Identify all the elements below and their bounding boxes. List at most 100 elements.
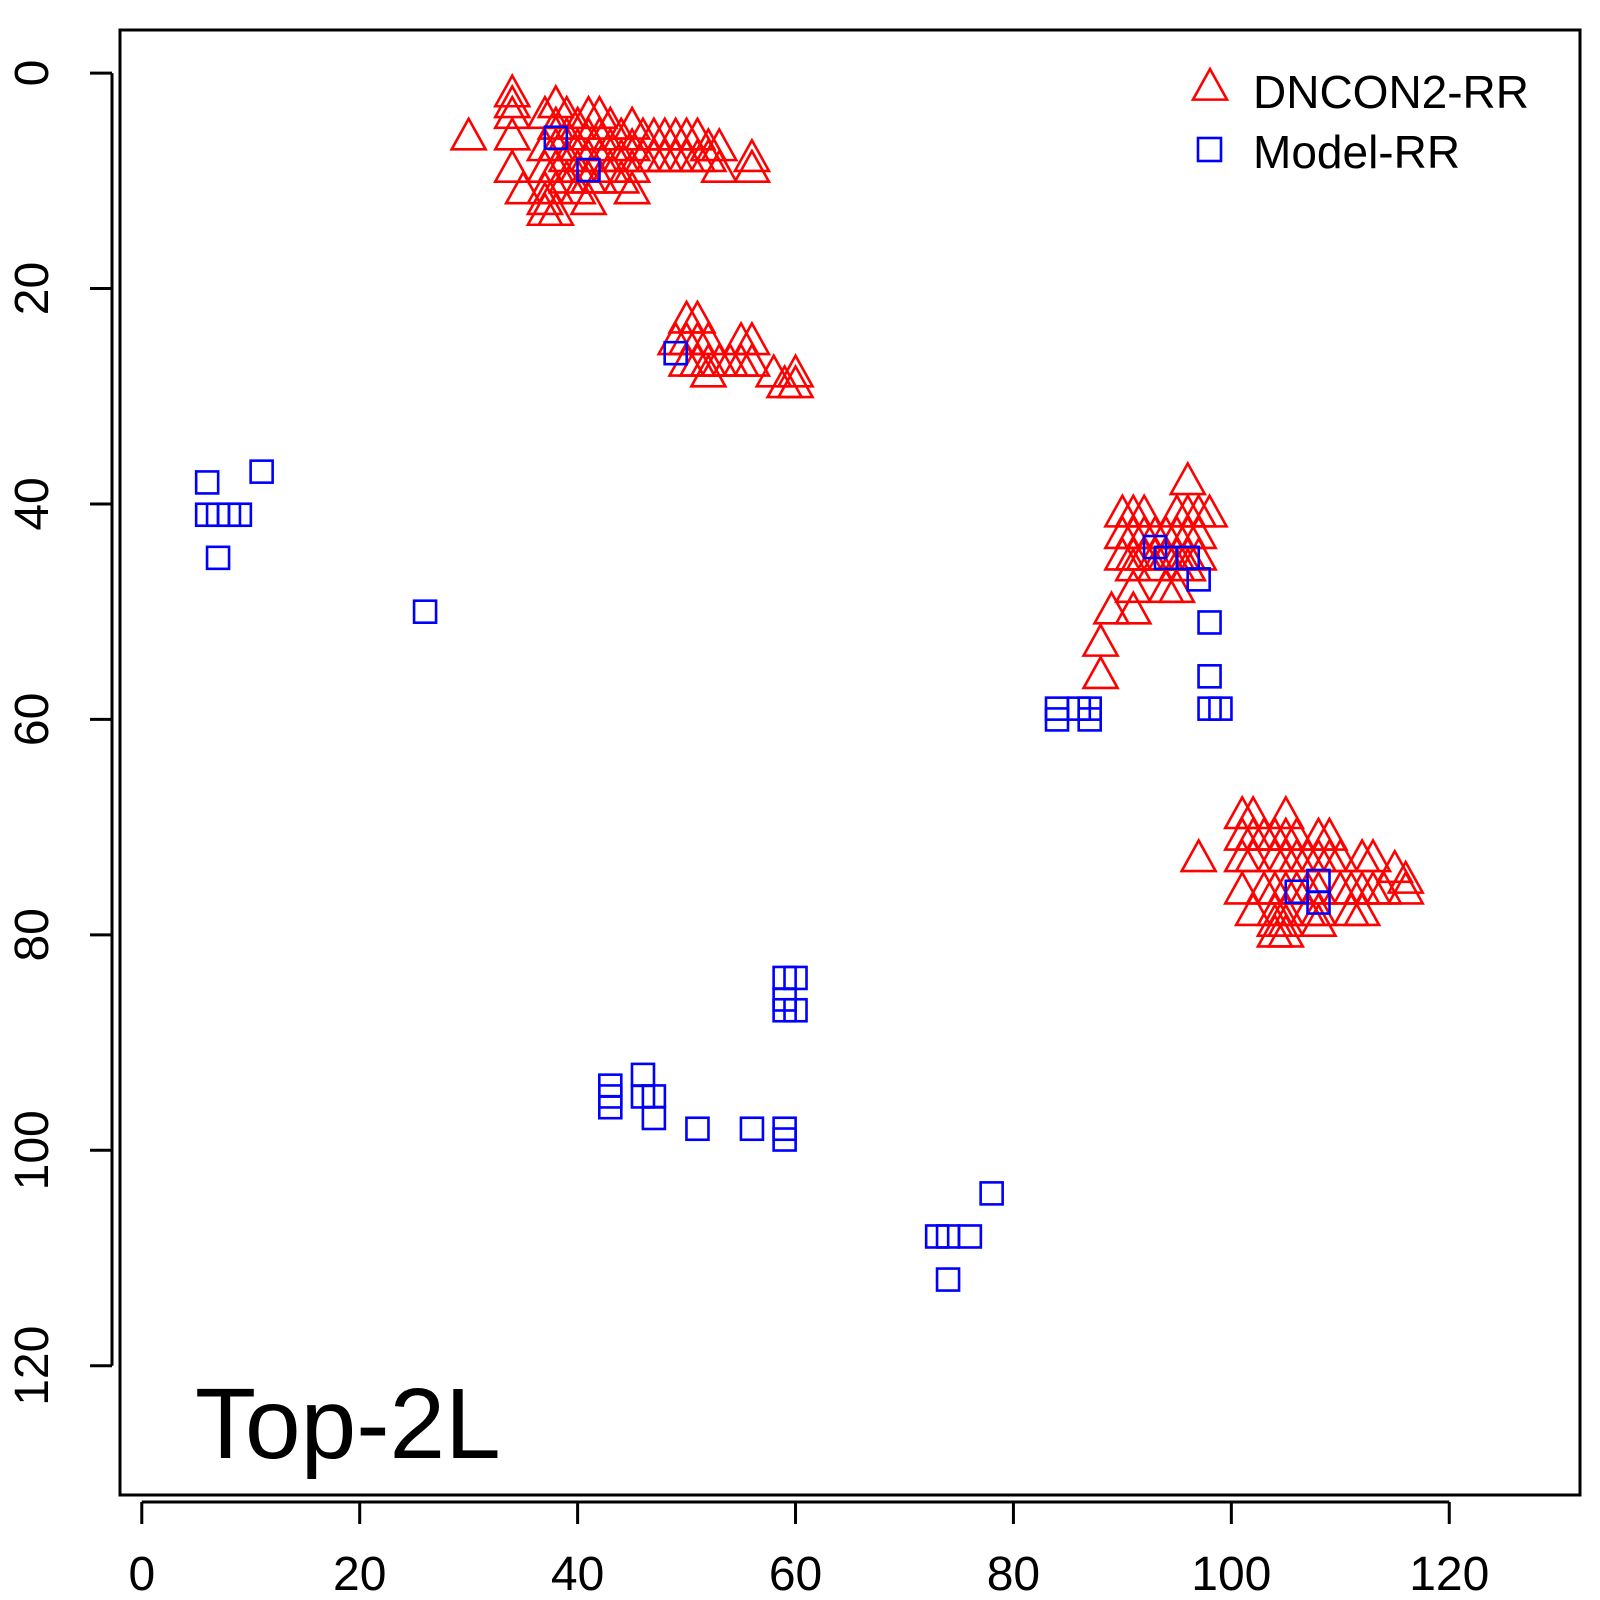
x-tick-label: 120 [1409, 1548, 1489, 1600]
data-point [732, 342, 772, 377]
data-point [1081, 622, 1120, 657]
data-point [1197, 664, 1222, 689]
y-tick-label: 100 [6, 1110, 59, 1190]
data-point [1255, 913, 1295, 948]
data-point [1233, 891, 1273, 927]
data-point [1342, 891, 1382, 927]
data-point [1157, 568, 1197, 604]
data-point [449, 116, 488, 151]
data-point [227, 502, 253, 528]
data-point [685, 1116, 710, 1142]
data-point [503, 169, 543, 205]
y-axis: 0 20 40 60 80 100 120 [6, 60, 114, 1406]
chart-annotation: Top-2L [195, 1368, 501, 1480]
data-point [249, 459, 274, 484]
data-point [732, 320, 772, 356]
data-point [576, 157, 601, 183]
data-point [1386, 870, 1425, 905]
data-point [1233, 794, 1273, 830]
y-tick-label: 0 [6, 60, 59, 87]
data-point [1092, 590, 1131, 625]
data-point [1114, 568, 1153, 604]
data-point [1114, 590, 1153, 625]
data-point [1135, 546, 1175, 582]
series-dncon2-rr [449, 72, 1425, 948]
data-point [1223, 837, 1262, 873]
data-point [678, 299, 717, 334]
data-point [700, 126, 739, 162]
data-point [493, 116, 532, 151]
data-point [1168, 460, 1207, 496]
data-point [194, 470, 220, 495]
data-point [641, 1105, 667, 1131]
series-model-rr [194, 125, 1331, 1292]
data-point [1310, 816, 1349, 851]
y-tick-label: 40 [6, 477, 59, 530]
data-point [630, 1062, 656, 1088]
data-point [739, 1116, 765, 1142]
data-point [1364, 870, 1404, 905]
data-point [569, 180, 608, 216]
data-point [732, 137, 772, 173]
data-point [205, 545, 231, 571]
data-point [1197, 610, 1222, 635]
legend-label-model-rr: Model-RR [1253, 126, 1460, 178]
data-point [1146, 568, 1186, 604]
plot-frame [118, 28, 1582, 1497]
x-tick-label: 20 [333, 1548, 386, 1600]
x-tick-label: 60 [769, 1548, 822, 1600]
legend-marker-model-rr [1196, 136, 1223, 163]
data-point [1179, 837, 1218, 873]
x-tick-label: 100 [1191, 1548, 1271, 1600]
data-point [1208, 696, 1233, 721]
data-point [1124, 493, 1164, 528]
y-tick-label: 120 [6, 1326, 59, 1406]
x-tick-label: 40 [551, 1548, 604, 1600]
data-point [536, 191, 576, 227]
data-point [536, 83, 576, 119]
data-point [957, 1224, 983, 1249]
data-point [1299, 891, 1338, 927]
data-point [776, 363, 815, 399]
data-point [525, 191, 565, 227]
data-point [1266, 794, 1306, 830]
data-point [597, 1094, 623, 1120]
data-point [732, 148, 772, 183]
data-point [493, 83, 532, 119]
data-point [536, 169, 576, 205]
data-point [979, 1181, 1004, 1206]
data-point [412, 599, 438, 624]
legend-marker-dncon2-rr [1190, 66, 1230, 101]
data-point [1114, 546, 1153, 582]
data-point [1081, 654, 1120, 690]
data-point [1233, 837, 1273, 873]
legend: DNCON2-RR Model-RR [1190, 66, 1529, 178]
legend-label-dncon2-rr: DNCON2-RR [1253, 66, 1529, 118]
data-point [1277, 816, 1316, 851]
x-tick-label: 80 [987, 1548, 1040, 1600]
x-tick-label: 0 [128, 1548, 155, 1600]
data-point [493, 148, 532, 183]
data-point [772, 1127, 797, 1152]
data-point [1284, 879, 1310, 905]
data-point [1299, 902, 1338, 938]
x-axis: 0 20 40 60 80 100 120 [128, 1500, 1489, 1600]
y-tick-label: 80 [6, 908, 59, 961]
data-point [700, 148, 739, 183]
data-point [493, 94, 532, 130]
data-point [1077, 707, 1103, 732]
data-point [1190, 493, 1229, 528]
data-point [765, 363, 804, 399]
y-tick-label: 60 [6, 693, 59, 746]
data-point [493, 72, 532, 108]
points-layer [194, 72, 1425, 1292]
data-point [580, 159, 619, 194]
data-point [1331, 891, 1371, 927]
data-point [783, 997, 808, 1023]
y-tick-label: 20 [6, 262, 59, 315]
data-point [935, 1267, 961, 1292]
data-point [776, 353, 815, 388]
data-point [1186, 567, 1211, 592]
data-point [612, 169, 652, 205]
